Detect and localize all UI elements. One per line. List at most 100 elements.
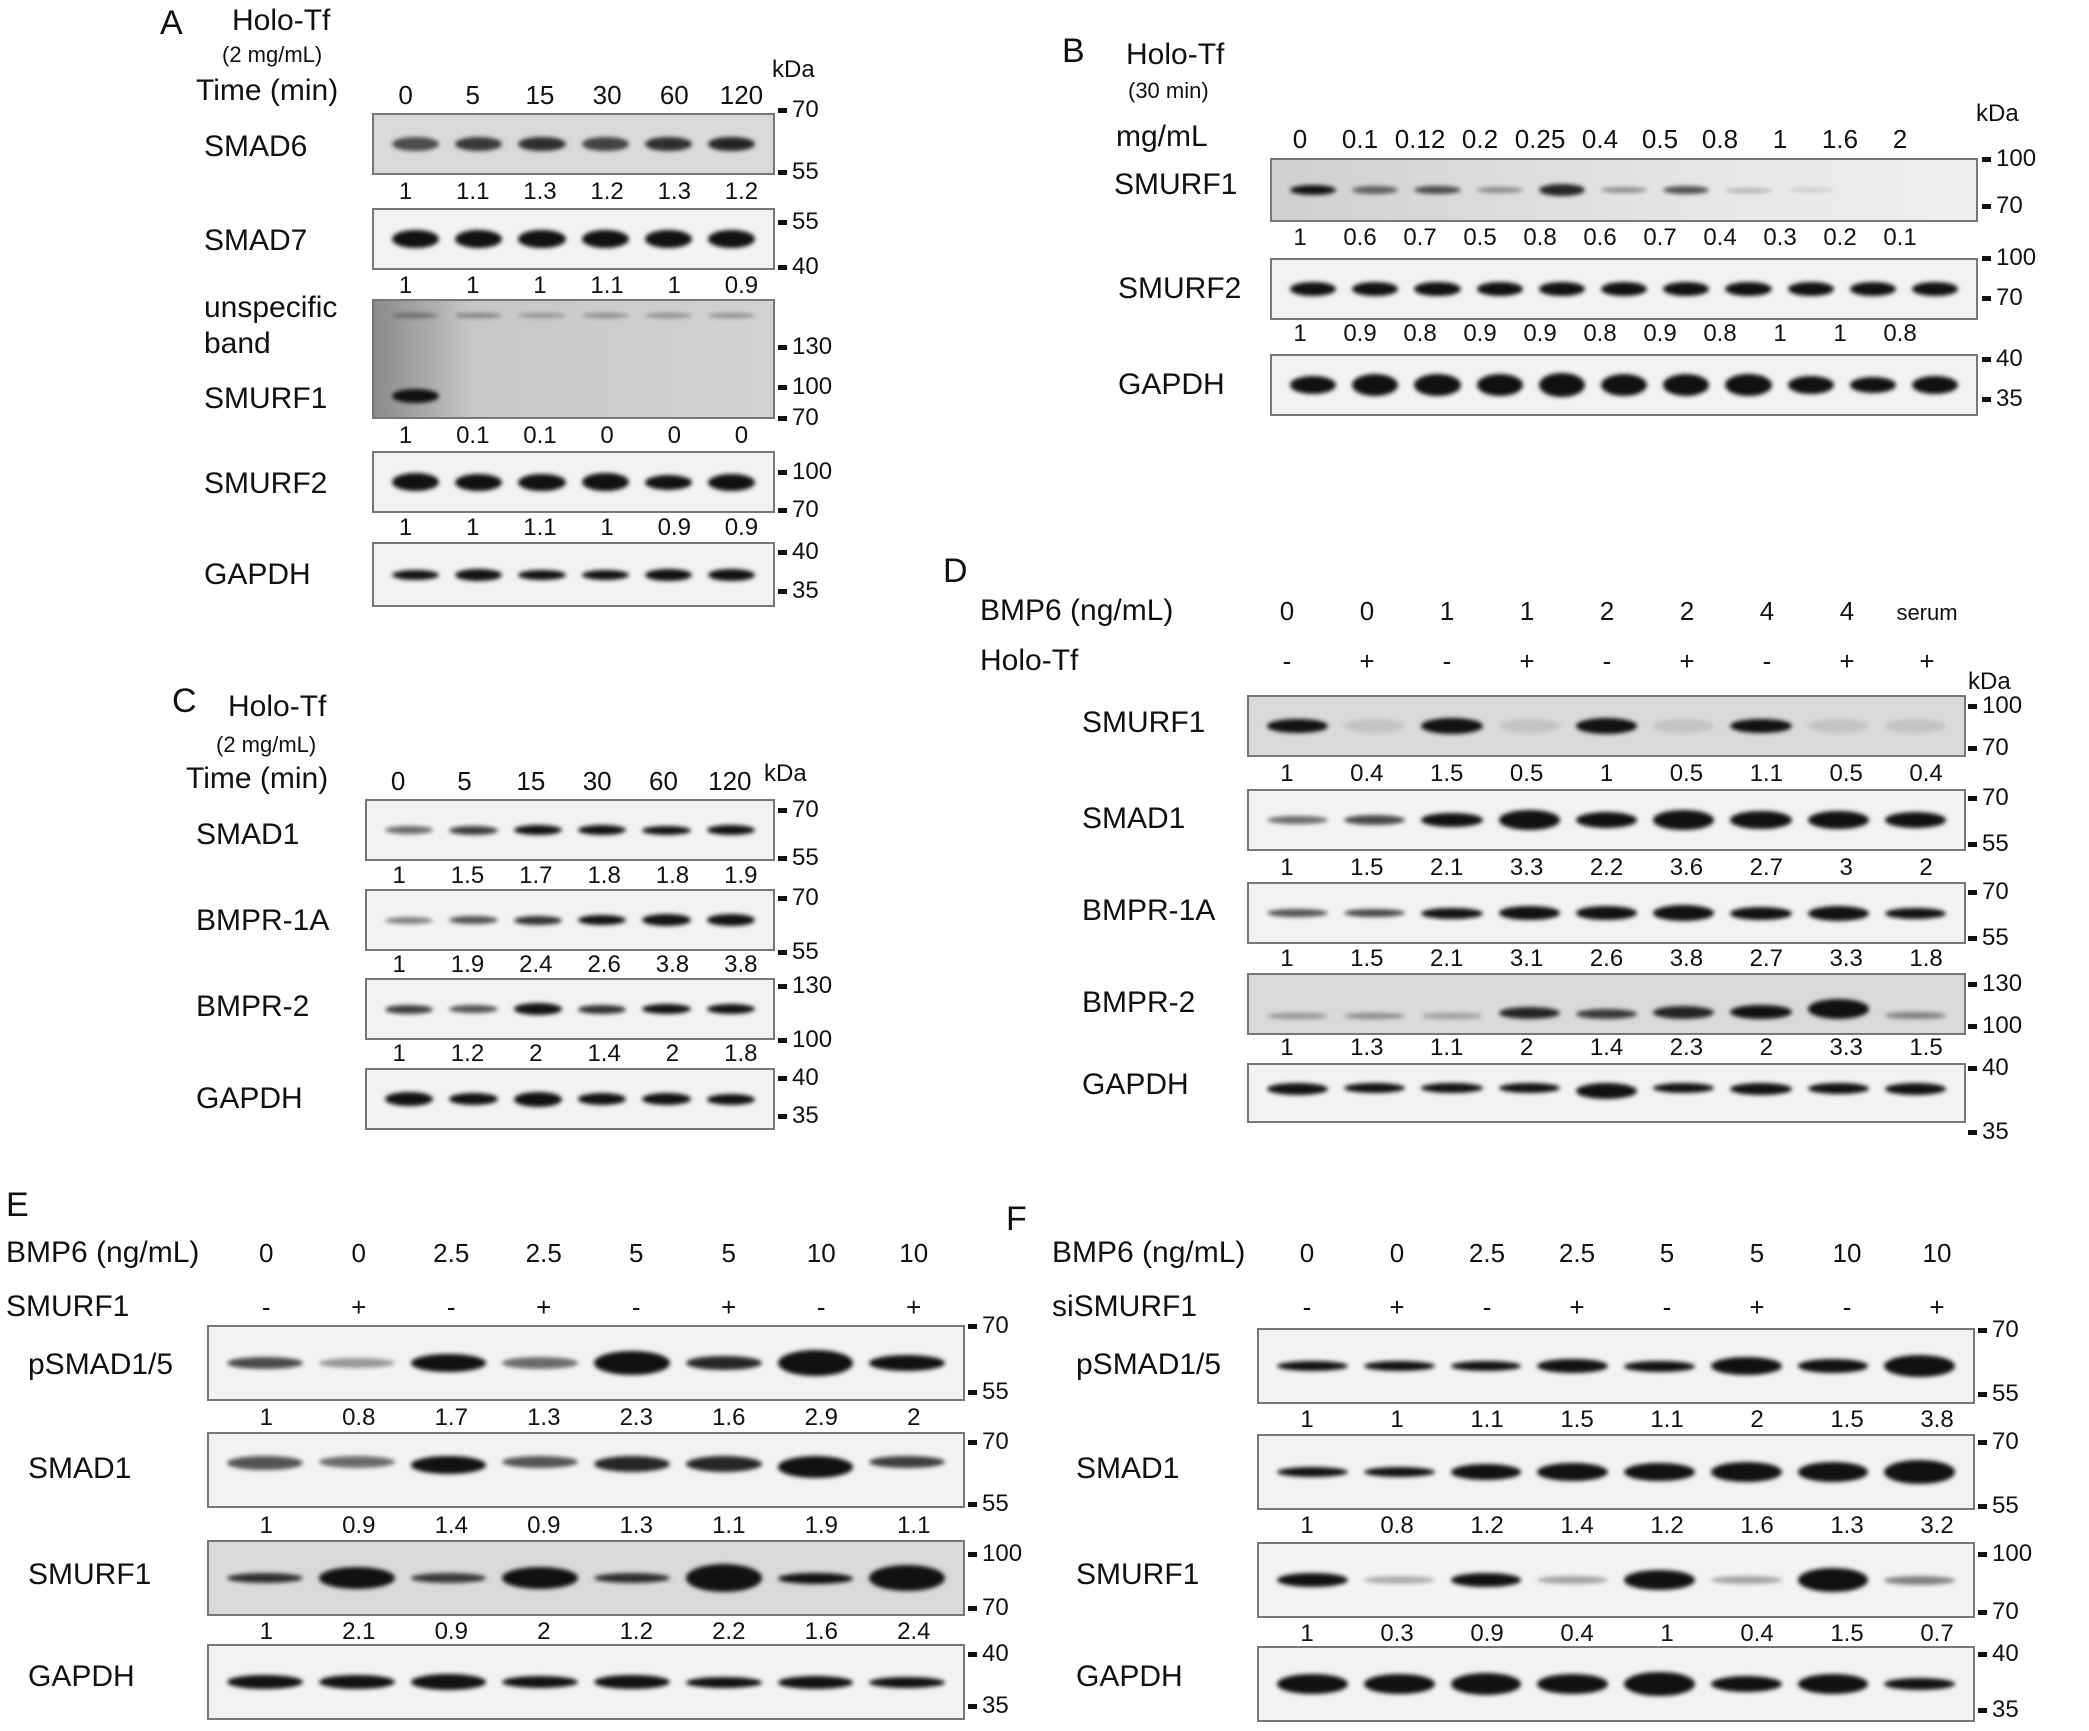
quant-value: 0.8	[342, 1404, 376, 1431]
quant-value: 2	[1750, 1406, 1764, 1433]
row2-label: SMURF1	[6, 1290, 130, 1323]
kda-marker: 130	[1968, 970, 2022, 998]
quant-value: 2.2	[712, 1618, 746, 1645]
quant-value: 0.4	[1560, 1620, 1594, 1647]
kda-marker: 40	[778, 538, 819, 566]
lane-label: 1	[1519, 596, 1535, 626]
bmp6-lane-labels: 0 0 1 1 2 2 4 4 serum	[1247, 596, 1967, 627]
quant-value: 1.3	[527, 1404, 561, 1431]
blot-label-smad1: SMAD1	[1082, 802, 1186, 835]
lane-label: 5	[721, 1238, 736, 1268]
quant-value: 1.3	[619, 1512, 653, 1539]
quant-value: 1	[1280, 945, 1294, 972]
lane-sign: -	[261, 1292, 271, 1322]
quant-value: 1.3	[1830, 1512, 1864, 1539]
quant-value: 1	[1300, 1406, 1314, 1433]
blot-gapdh	[372, 542, 775, 607]
lane-label: 5	[1749, 1238, 1765, 1268]
lane-sign: +	[1519, 646, 1535, 676]
lane-sign: -	[1662, 1292, 1672, 1322]
quant-value: 1.4	[1589, 1034, 1624, 1061]
quant-value: 3.3	[1509, 854, 1544, 881]
lane-label: 0	[1299, 1238, 1315, 1268]
x-axis-label: mg/mL	[1116, 120, 1208, 153]
blot-gapdh	[365, 1068, 775, 1130]
quant-value: 0	[667, 422, 681, 449]
blot-label-smad1: SMAD1	[28, 1452, 132, 1485]
treatment-label: Holo-Tf	[228, 690, 327, 723]
kda-marker: 100	[1968, 1012, 2022, 1040]
bmp6-lane-labels: 0 0 2.5 2.5 5 5 10 10	[1262, 1238, 1982, 1269]
quant-value: 1	[533, 272, 547, 299]
blot-gapdh	[1257, 1646, 1975, 1722]
quant-value: 2.1	[1430, 854, 1464, 881]
blot-label-smurf1: SMURF1	[1076, 1558, 1200, 1591]
quant-value: 1.1	[1430, 1034, 1464, 1061]
blot-label-gapdh: GAPDH	[1118, 368, 1225, 401]
panel-letter: E	[6, 1186, 29, 1224]
quant-value: 1	[1300, 1620, 1314, 1647]
blot-smurf1	[207, 1540, 965, 1616]
lane-label: 0	[1292, 124, 1308, 154]
blot-label-gapdh: GAPDH	[196, 1082, 303, 1115]
kda-marker: 70	[778, 496, 819, 524]
blot-label-bmpr1a: BMPR-1A	[196, 904, 330, 937]
row2-label: siSMURF1	[1052, 1290, 1198, 1323]
quant-value: 0.9	[342, 1512, 376, 1539]
lane-sign: +	[1749, 1292, 1765, 1322]
quant-value: 0.5	[1829, 760, 1863, 787]
kda-marker: 70	[1982, 284, 2023, 312]
quant-value: 2	[537, 1618, 551, 1645]
blot-label-gapdh: GAPDH	[1076, 1660, 1183, 1693]
quant-value: 2.4	[897, 1618, 931, 1645]
x-axis-label: Time (min)	[186, 762, 329, 795]
quant-value: 1	[667, 272, 681, 299]
kda-marker: 55	[968, 1378, 1009, 1406]
quant-value: 1.1	[712, 1512, 746, 1539]
quant-row: 1 1.1 1.3 1.2 1.3 1.2	[372, 178, 775, 206]
quant-value: 2.6	[587, 951, 621, 978]
lane-label: 0	[398, 80, 413, 110]
quant-value: 0.8	[1380, 1512, 1414, 1539]
blot-label-smurf1: SMURF1	[1082, 706, 1206, 739]
kda-marker: 70	[968, 1594, 1009, 1622]
quant-value: 2.3	[619, 1404, 653, 1431]
kda-marker: 35	[778, 1102, 819, 1130]
panel-letter: A	[160, 4, 183, 42]
quant-value: 0.9	[1523, 320, 1557, 347]
lane-label: 0.1	[1341, 124, 1379, 154]
quant-value: 1.9	[724, 862, 758, 889]
blot-label-gapdh: GAPDH	[28, 1660, 135, 1693]
quant-value: 1	[1280, 854, 1294, 881]
blot-label-smurf1: SMURF1	[1114, 168, 1238, 201]
quant-row: 1 0.9 0.8 0.9 0.9 0.8 0.9 0.8 1 1 0.8	[1270, 320, 1930, 348]
quant-value: 0.5	[1463, 224, 1497, 251]
blot-label-psmad15: pSMAD1/5	[1076, 1348, 1222, 1381]
blot-smurf2	[372, 451, 775, 513]
unspecific-band-label: unspecific band	[204, 291, 338, 360]
kda-marker: 70	[778, 404, 819, 432]
blot-label-smad7: SMAD7	[204, 224, 308, 257]
quant-row: 1 1 1.1 1 0.9 0.9	[372, 514, 775, 542]
kda-marker: 100	[1968, 692, 2022, 720]
quant-value: 1.5	[1430, 760, 1464, 787]
quant-value: 1	[259, 1618, 273, 1645]
quant-value: 1.2	[1650, 1512, 1684, 1539]
quant-value: 0.8	[1523, 224, 1557, 251]
quant-value: 0.7	[1920, 1620, 1954, 1647]
quant-value: 2.9	[804, 1404, 838, 1431]
quant-value: 1.8	[724, 1040, 758, 1067]
kda-marker: 70	[968, 1428, 1009, 1456]
quant-value: 1.8	[587, 862, 621, 889]
lane-sign: +	[721, 1292, 737, 1322]
quant-row: 1 2.1 0.9 2 1.2 2.2 1.6 2.4	[220, 1618, 960, 1646]
quant-value: 2	[529, 1040, 543, 1067]
quant-value: 1.2	[724, 178, 759, 205]
lane-label: 5	[457, 766, 472, 796]
kda-marker: 70	[1968, 784, 2009, 812]
row1-label: BMP6 (ng/mL)	[980, 594, 1174, 627]
lane-sign: +	[1569, 1292, 1585, 1322]
lane-label: 0.8	[1701, 124, 1739, 154]
lane-label: 10	[1832, 1238, 1862, 1268]
lane-label: 0.12	[1394, 124, 1446, 154]
